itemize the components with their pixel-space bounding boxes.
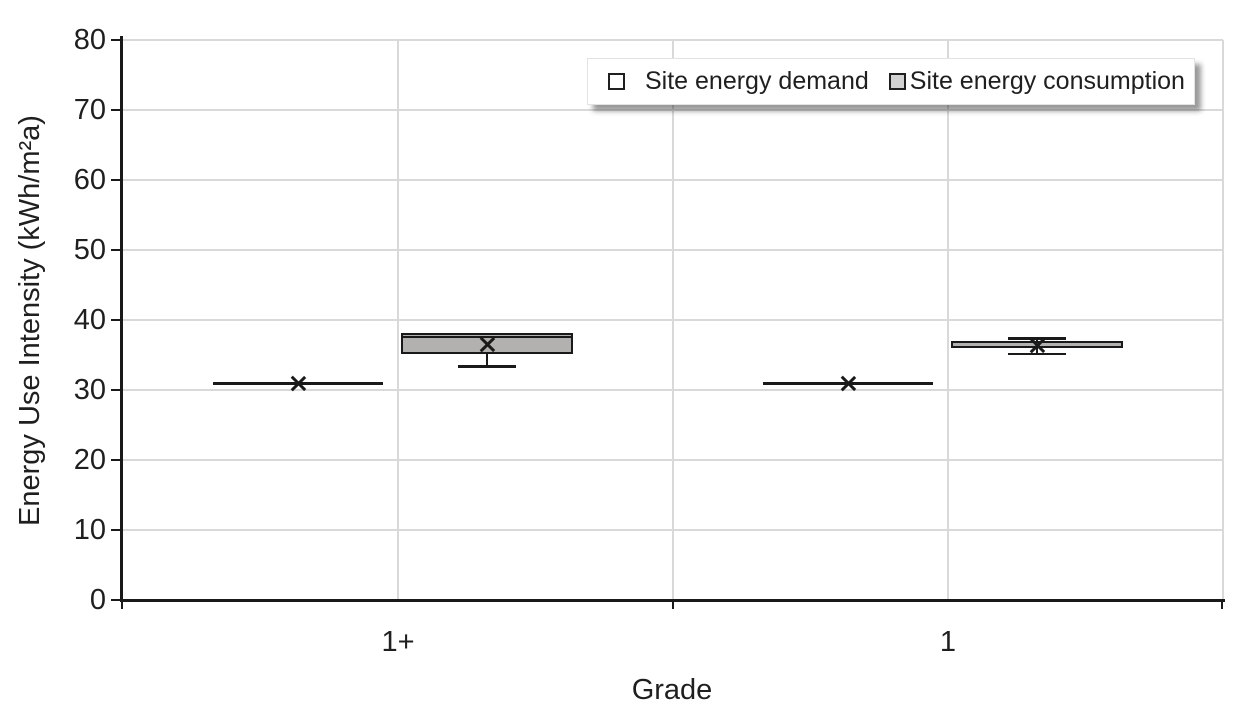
mean-marker	[479, 337, 495, 353]
plot-area	[122, 39, 1224, 600]
x-axis-tick	[121, 600, 123, 609]
y-axis-tick	[111, 179, 122, 181]
y-axis-tick	[111, 319, 122, 321]
x-axis-tick	[1221, 600, 1223, 609]
legend-label-demand: Site energy demand	[645, 67, 869, 95]
consumption-swatch-icon	[888, 73, 906, 90]
v-gridline	[1222, 40, 1224, 600]
mean-marker	[290, 376, 306, 392]
y-axis-tick	[111, 459, 122, 461]
x-axis-title: Grade	[631, 674, 713, 706]
y-axis-tick	[111, 529, 122, 531]
y-axis-tick	[111, 109, 122, 111]
y-axis-tick	[111, 599, 122, 601]
y-axis-tick	[111, 249, 122, 251]
x-category-label-1plus: 1+	[381, 626, 415, 658]
legend-label-consumption: Site energy consumption	[909, 67, 1185, 95]
y-axis-title: Energy Use Intensity (kWh/m²a)	[13, 114, 46, 526]
legend-item-demand: Site energy demand	[608, 67, 869, 96]
v-gridline	[672, 40, 674, 600]
lower-whisker-line	[486, 354, 488, 367]
lower-whisker-cap	[458, 365, 516, 368]
y-axis-tick	[111, 39, 122, 41]
mean-marker	[1029, 337, 1045, 353]
demand-swatch-icon	[608, 73, 625, 90]
v-gridline	[947, 40, 949, 600]
x-category-label-1: 1	[939, 626, 957, 658]
legend-item-consumption: Site energy consumption	[888, 67, 1185, 96]
v-gridline	[397, 40, 399, 600]
y-axis-tick	[111, 389, 122, 391]
y-axis-title-wrap: Energy Use Intensity (kWh/m²a)	[0, 40, 60, 600]
lower-whisker-cap	[1008, 352, 1066, 356]
mean-marker	[840, 376, 856, 392]
x-axis-tick	[671, 600, 674, 609]
legend: Site energy demand Site energy consumpti…	[587, 58, 1195, 105]
